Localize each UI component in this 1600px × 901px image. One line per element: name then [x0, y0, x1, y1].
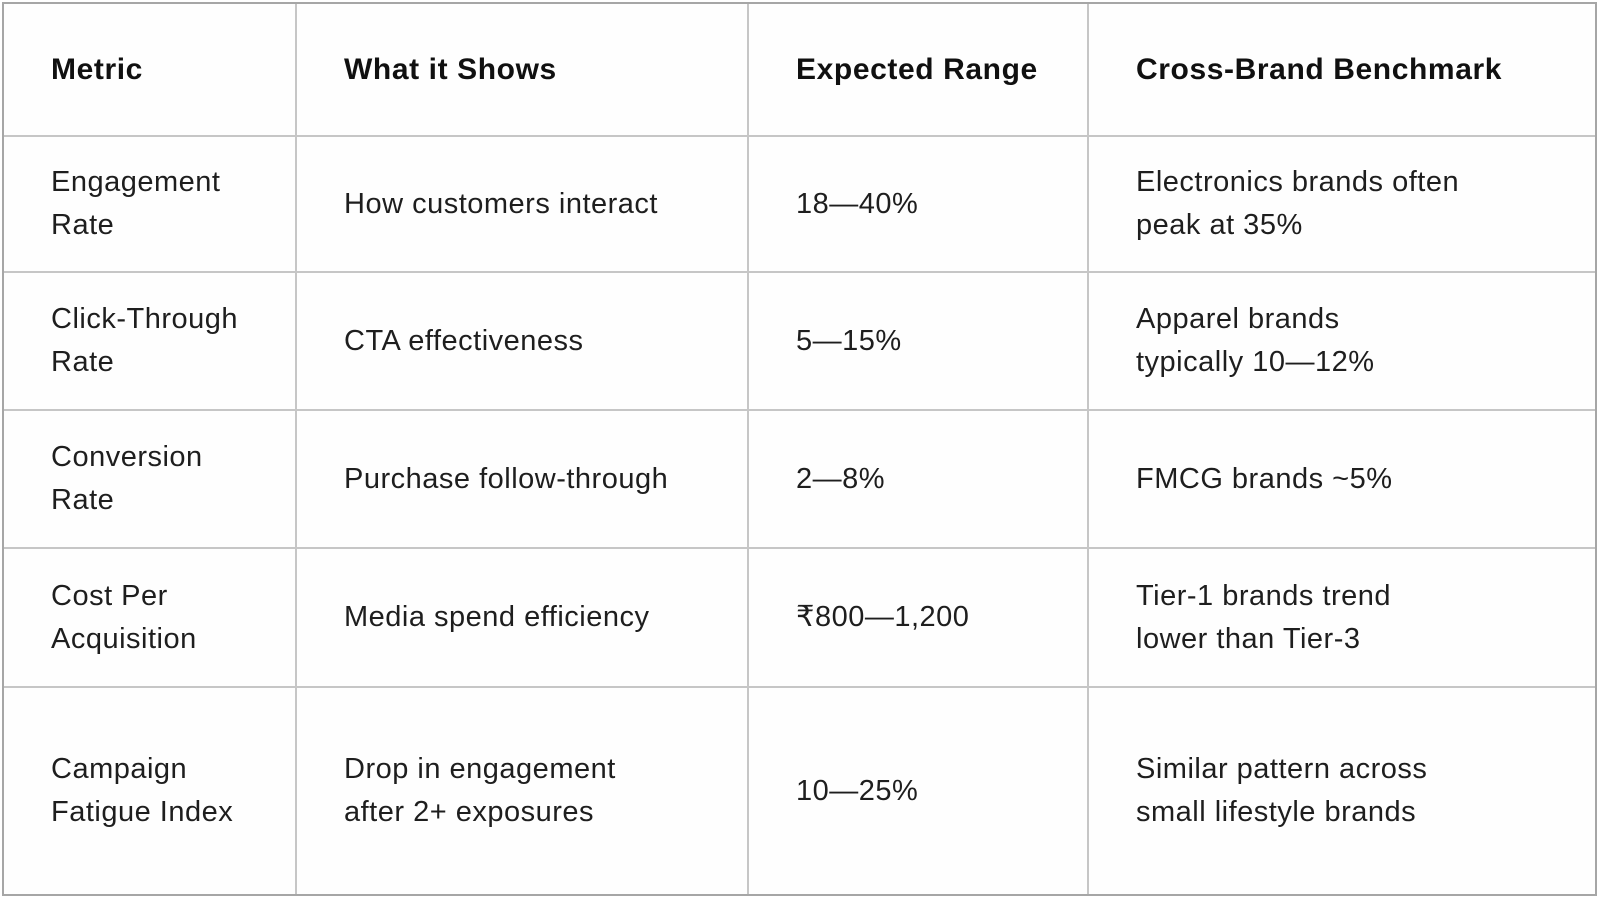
cell-row3-expected-range: 2—8% [749, 411, 1087, 547]
cell-row3-benchmark: FMCG brands ~5% [1089, 411, 1595, 547]
cell-row2-metric: Click-Through Rate [4, 273, 295, 409]
cell-row4-what-it-shows: Media spend efficiency [297, 549, 747, 686]
cell-row2-benchmark: Apparel brands typically 10—12% [1089, 273, 1595, 409]
cell-row5-expected-range: 10—25% [749, 688, 1087, 894]
cell-row1-what-it-shows: How customers interact [297, 137, 747, 271]
cell-row2-what-it-shows: CTA effectiveness [297, 273, 747, 409]
cell-row3-metric: Conversion Rate [4, 411, 295, 547]
cell-row3-what-it-shows: Purchase follow-through [297, 411, 747, 547]
cell-row4-expected-range: ₹800—1,200 [749, 549, 1087, 686]
cell-row5-benchmark: Similar pattern across small lifestyle b… [1089, 688, 1595, 894]
cell-row1-expected-range: 18—40% [749, 137, 1087, 271]
column-header-metric: Metric [4, 4, 295, 135]
cell-row1-benchmark: Electronics brands often peak at 35% [1089, 137, 1595, 271]
column-header-benchmark: Cross-Brand Benchmark [1089, 4, 1595, 135]
cell-row2-expected-range: 5—15% [749, 273, 1087, 409]
cell-row5-what-it-shows: Drop in engagement after 2+ exposures [297, 688, 747, 894]
cell-row5-metric: Campaign Fatigue Index [4, 688, 295, 894]
column-header-expected-range: Expected Range [749, 4, 1087, 135]
cell-row4-benchmark: Tier-1 brands trend lower than Tier-3 [1089, 549, 1595, 686]
column-header-what-it-shows: What it Shows [297, 4, 747, 135]
cell-row4-metric: Cost Per Acquisition [4, 549, 295, 686]
cell-row1-metric: Engagement Rate [4, 137, 295, 271]
